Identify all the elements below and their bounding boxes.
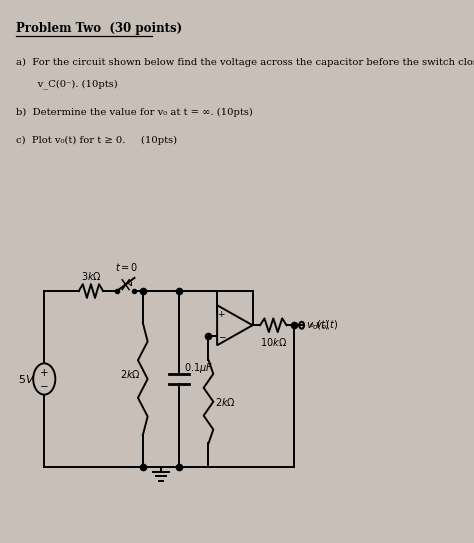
Text: −: − [40, 382, 49, 392]
Text: $2k\Omega$: $2k\Omega$ [215, 396, 236, 408]
Text: $t=0$: $t=0$ [115, 261, 138, 274]
Text: $10k\Omega$: $10k\Omega$ [260, 336, 287, 348]
Text: +: + [218, 310, 225, 319]
Text: −: − [218, 332, 225, 341]
Text: a)  For the circuit shown below find the voltage across the capacitor before the: a) For the circuit shown below find the … [16, 58, 474, 67]
Text: b)  Determine the value for v₀ at t = ∞. (10pts): b) Determine the value for v₀ at t = ∞. … [16, 108, 253, 117]
Text: c)  Plot v₀(t) for t ≥ 0.     (10pts): c) Plot v₀(t) for t ≥ 0. (10pts) [16, 136, 177, 145]
Text: $0.1\mu F$: $0.1\mu F$ [184, 361, 213, 375]
Text: Problem Two  (30 points): Problem Two (30 points) [16, 22, 182, 35]
Text: $\circ\, v_o(t)$: $\circ\, v_o(t)$ [308, 318, 338, 332]
Text: $2k\Omega$: $2k\Omega$ [120, 368, 141, 380]
Text: $3k\Omega$: $3k\Omega$ [81, 270, 101, 282]
Text: $v_o(t)$: $v_o(t)$ [307, 318, 330, 332]
Text: +: + [40, 368, 48, 377]
Text: $5V$: $5V$ [18, 373, 35, 385]
Text: v_C(0⁻). (10pts): v_C(0⁻). (10pts) [22, 79, 118, 89]
